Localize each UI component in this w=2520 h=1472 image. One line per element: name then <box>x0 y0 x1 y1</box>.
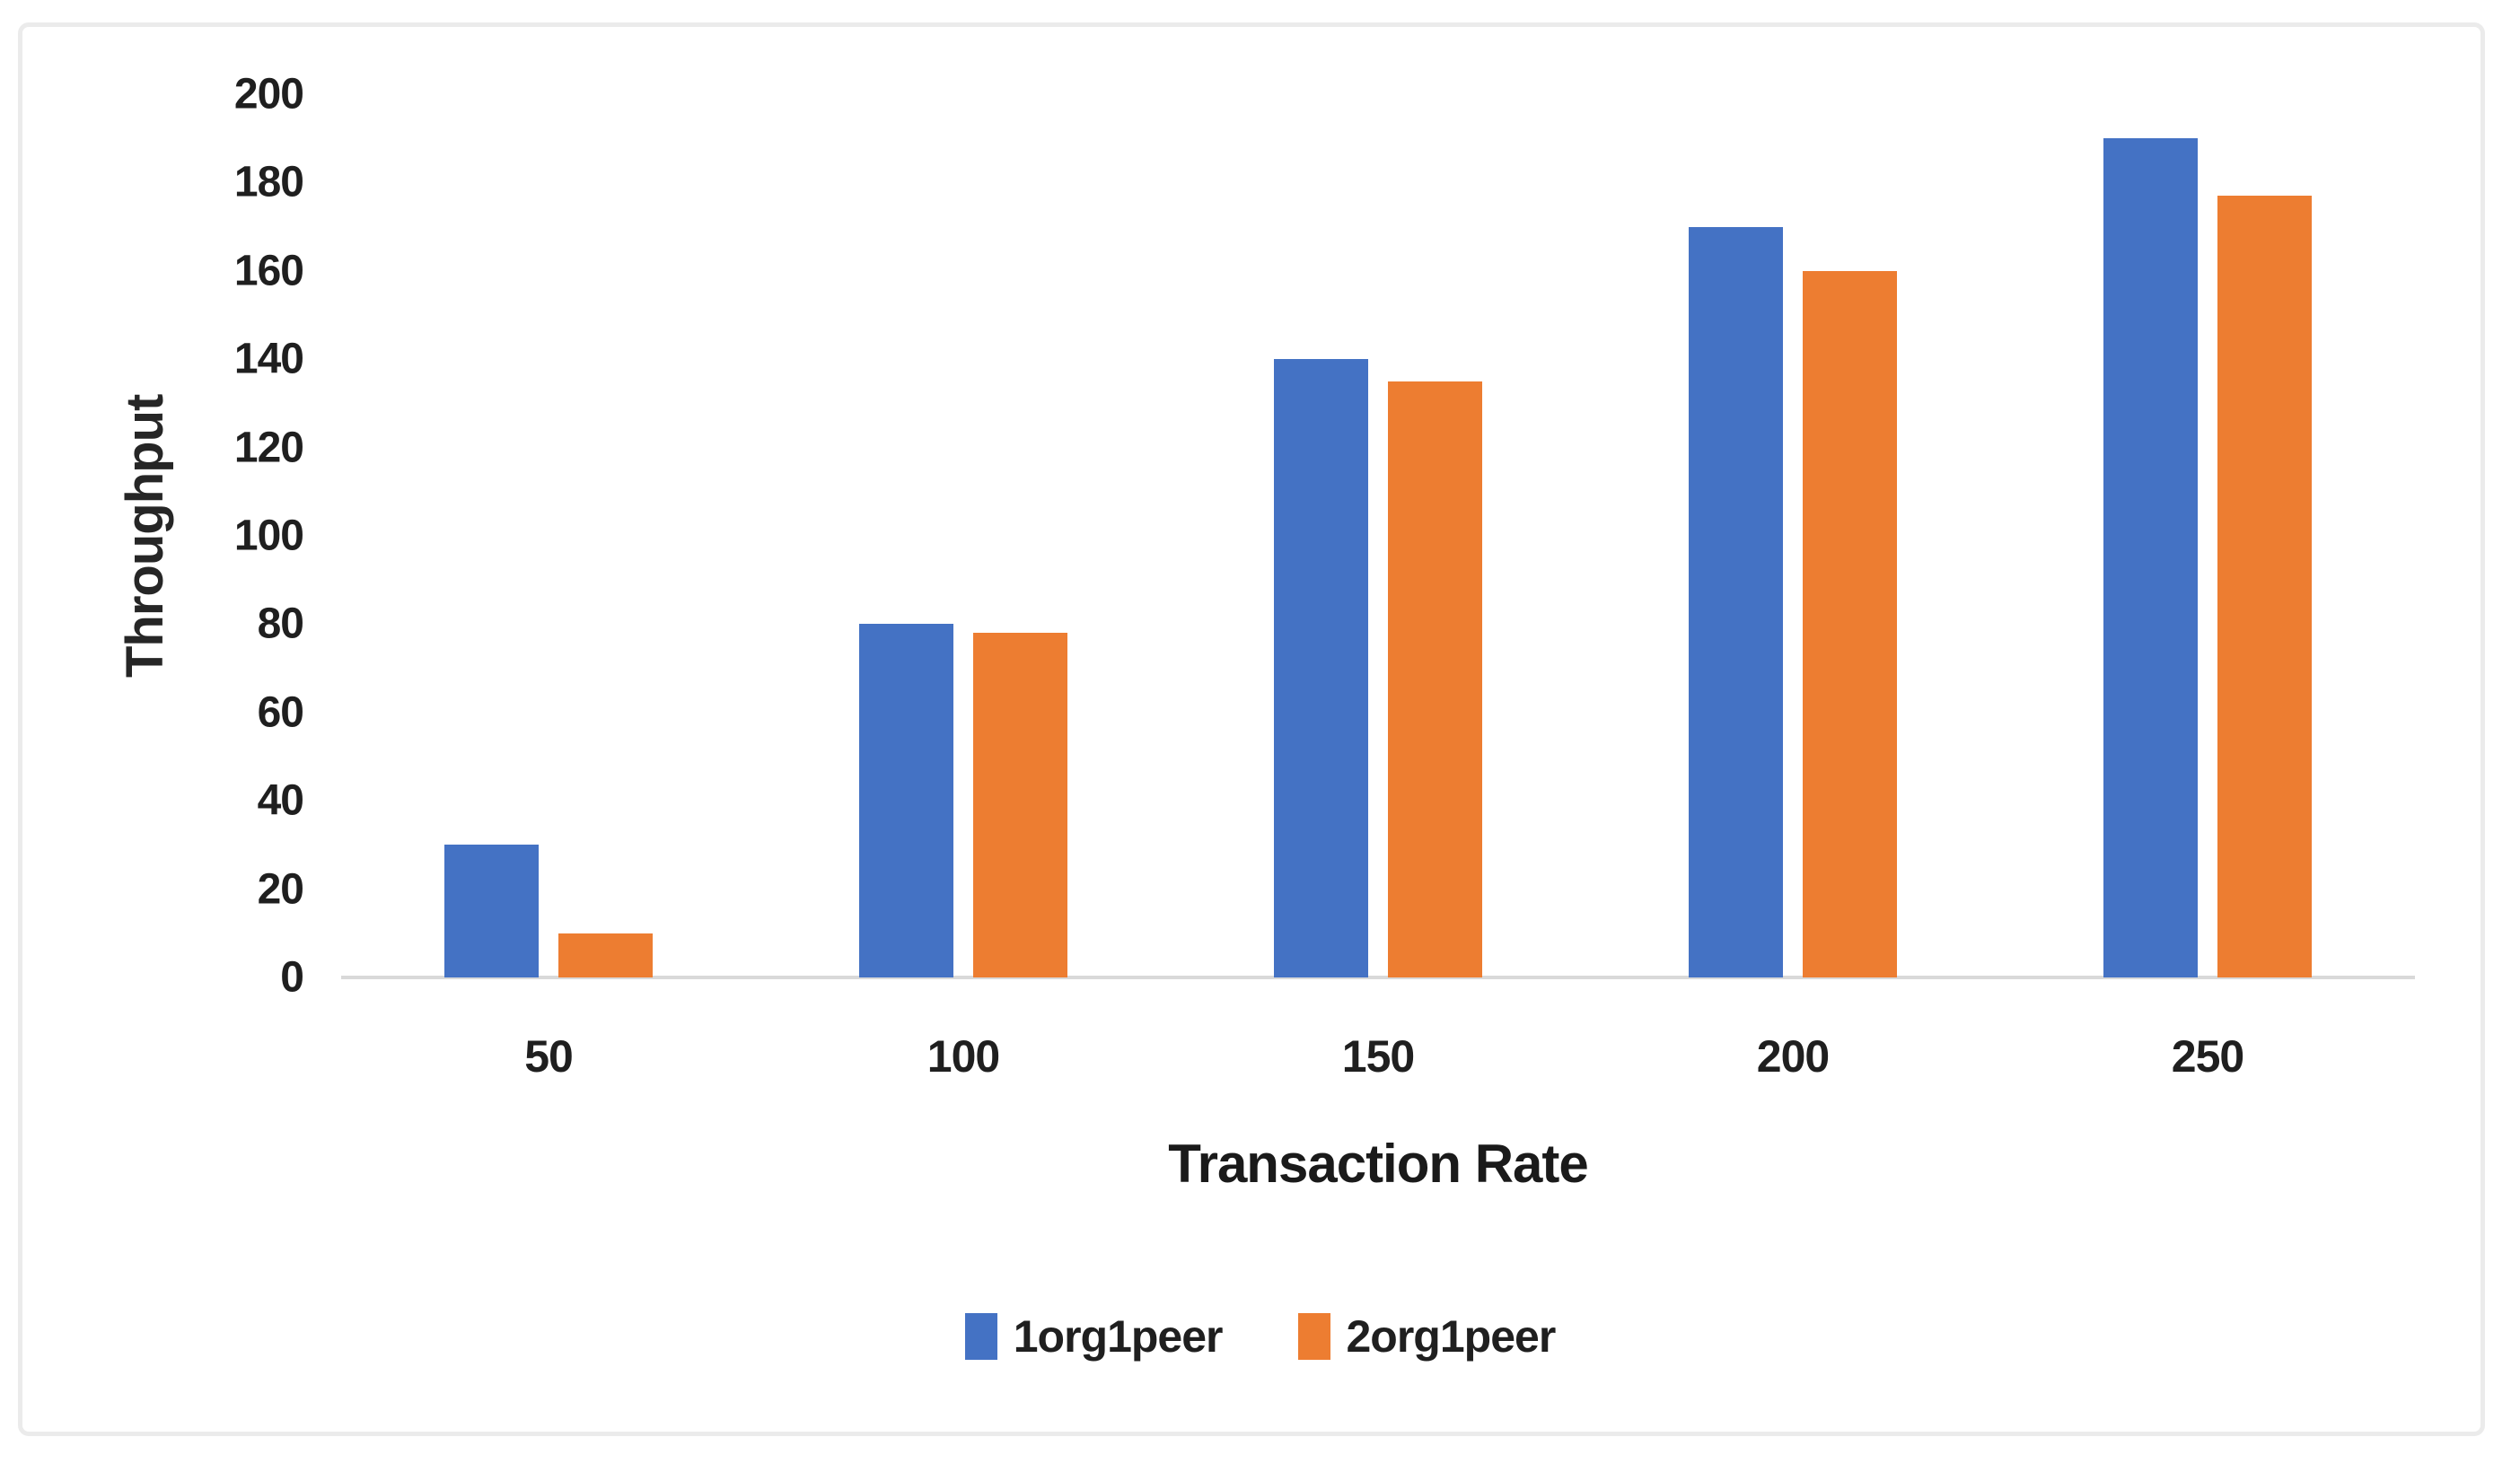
legend-label: 2org1peer <box>1346 1311 1557 1362</box>
legend-item-2org1peer: 2org1peer <box>1297 1310 1557 1362</box>
y-tick-label: 40 <box>257 776 304 825</box>
x-axis-line <box>341 976 2415 979</box>
legend-label: 1org1peer <box>1013 1311 1224 1362</box>
plot-area <box>341 94 2415 977</box>
y-tick-label: 140 <box>233 335 304 383</box>
y-tick-label: 120 <box>233 424 304 472</box>
bar-1org1peer-200 <box>1689 226 1783 977</box>
bar-1org1peer-50 <box>444 845 539 977</box>
x-tick-label: 250 <box>2171 1031 2244 1082</box>
bar-2org1peer-100 <box>973 633 1067 977</box>
y-tick-label: 0 <box>280 953 304 1002</box>
bar-1org1peer-250 <box>2103 138 2198 977</box>
legend-marker-icon <box>964 1313 997 1360</box>
y-tick-label: 180 <box>233 158 304 206</box>
bar-2org1peer-150 <box>1388 381 1482 977</box>
x-tick-label: 100 <box>926 1031 1000 1082</box>
bar-group <box>1585 94 2000 977</box>
chart-frame <box>18 22 2485 1436</box>
x-tick-label: 50 <box>524 1031 574 1082</box>
y-tick-label: 160 <box>233 247 304 295</box>
x-tick-label: 150 <box>1341 1031 1415 1082</box>
bar-groups <box>341 94 2415 977</box>
bar-2org1peer-50 <box>558 933 653 977</box>
legend: 1org1peer 2org1peer <box>0 1310 2520 1362</box>
y-tick-label: 60 <box>257 688 304 737</box>
bar-group <box>2000 94 2415 977</box>
y-tick-label: 20 <box>257 865 304 914</box>
y-axis-tick-labels: 0 20 40 60 80 100 120 140 160 180 200 <box>135 71 304 1002</box>
x-axis-tick-labels: 50 100 150 200 250 <box>341 1030 2415 1082</box>
x-axis-title: Transaction Rate <box>1168 1134 1589 1194</box>
bar-1org1peer-150 <box>1274 359 1368 977</box>
x-tick-label: 200 <box>1756 1031 1830 1082</box>
legend-marker-icon <box>1297 1313 1330 1360</box>
y-tick-label: 100 <box>233 512 304 560</box>
y-tick-label: 200 <box>233 70 304 118</box>
bar-group <box>1171 94 1585 977</box>
y-tick-label: 80 <box>257 600 304 648</box>
bar-1org1peer-100 <box>859 624 953 977</box>
bar-group <box>341 94 756 977</box>
legend-item-1org1peer: 1org1peer <box>964 1310 1224 1362</box>
bar-2org1peer-200 <box>1803 270 1897 977</box>
bar-group <box>756 94 1171 977</box>
bar-2org1peer-250 <box>2217 196 2312 977</box>
